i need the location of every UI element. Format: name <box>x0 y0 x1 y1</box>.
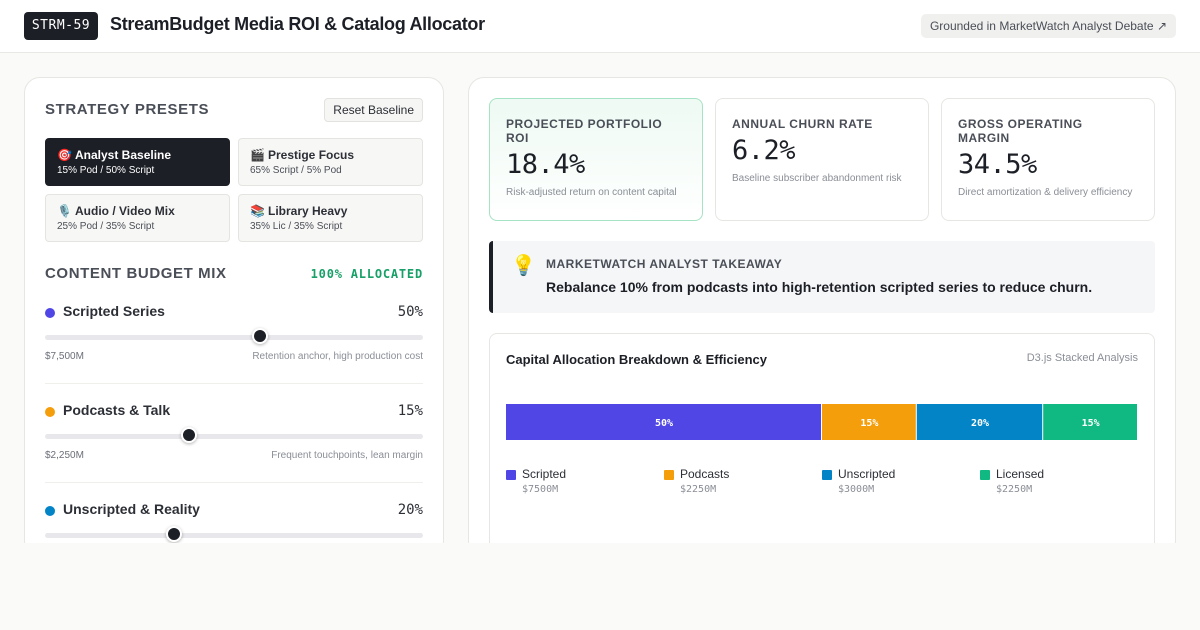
microphone-icon: 🎙️ <box>57 204 72 218</box>
legend-label: Podcasts <box>680 467 730 481</box>
bar-segment-scripted[interactable] <box>506 404 821 440</box>
allocation-chart-card: Capital Allocation Breakdown & Efficienc… <box>489 333 1155 556</box>
preset-label: Library Heavy <box>268 204 348 218</box>
slider-note: Retention anchor, high production cost <box>252 351 423 362</box>
budget-slider-row: Scripted Series 50% $7,500M Retention ancho… <box>45 303 423 369</box>
lightbulb-icon: 💡 <box>511 255 536 277</box>
slider-label: Podcasts & Talk <box>63 402 171 418</box>
page-background <box>0 543 1200 630</box>
divider <box>45 482 423 483</box>
analyst-takeaway: 💡 MARKETWATCH ANALYST TAKEAWAY Rebalance… <box>489 241 1155 313</box>
stacked-bar-chart: 50% 15% 20% 15% <box>506 404 1137 440</box>
slider-note: Frequent touchpoints, lean margin <box>271 450 423 461</box>
app-badge: STRM-59 <box>24 12 98 40</box>
divider <box>45 383 423 384</box>
legend-label: Scripted <box>522 467 567 481</box>
slider-percent: 50% <box>397 304 423 320</box>
takeaway-label: MARKETWATCH ANALYST TAKEAWAY <box>546 257 783 271</box>
kpi-card: GROSS OPERATING MARGIN 34.5% Direct amorti… <box>941 98 1155 221</box>
legend-amount: $3000M <box>838 484 875 495</box>
slider-amount: $2,250M <box>45 450 84 461</box>
app-header: STRM-59 StreamBudget Media ROI & Catalog… <box>0 0 1200 53</box>
app-title: StreamBudget Media ROI & Catalog Allocat… <box>110 14 485 34</box>
slider-percent: 15% <box>397 403 423 419</box>
category-dot-icon <box>45 506 55 516</box>
kpi-description: Direct amortization & delivery efficienc… <box>958 187 1133 198</box>
target-icon: 🎯 <box>57 148 72 162</box>
preset-card[interactable]: 🎙️ Audio / Video Mix 25% Pod / 35% Script <box>45 194 230 242</box>
kpi-card: ANNUAL CHURN RATE 6.2% Baseline subscriber… <box>715 98 929 221</box>
slider-label: Unscripted & Reality <box>63 501 200 517</box>
preset-card[interactable]: 🎬 Prestige Focus 65% Script / 5% Pod <box>238 138 423 186</box>
bar-value-label: 50% <box>655 418 673 429</box>
clapperboard-icon: 🎬 <box>250 148 265 162</box>
reset-baseline-button[interactable]: Reset Baseline <box>324 98 423 122</box>
kpi-label: PROJECTED PORTFOLIO ROI <box>506 117 663 145</box>
preset-title: 🎬 Prestige Focus <box>250 148 411 162</box>
slider-thumb[interactable] <box>252 328 268 344</box>
source-link[interactable]: Grounded in MarketWatch Analyst Debate ↗ <box>920 14 1176 38</box>
category-dot-icon <box>45 407 55 417</box>
preset-subtitle: 15% Pod / 50% Script <box>57 165 155 176</box>
preset-label: Audio / Video Mix <box>75 204 175 218</box>
bar-segment-licensed[interactable] <box>1043 404 1137 440</box>
preset-title: 📚 Library Heavy <box>250 204 411 218</box>
preset-label: Analyst Baseline <box>75 148 172 162</box>
slider-track[interactable] <box>45 434 423 439</box>
legend-amount: $2250M <box>680 484 717 495</box>
preset-label: Prestige Focus <box>268 148 355 162</box>
bar-segment-podcasts[interactable] <box>822 404 916 440</box>
bar-value-label: 15% <box>860 418 878 429</box>
preset-title: 🎙️ Audio / Video Mix <box>57 204 218 218</box>
legend-label: Licensed <box>996 467 1045 481</box>
preset-card[interactable]: 🎯 Analyst Baseline 15% Pod / 50% Script <box>45 138 230 186</box>
takeaway-text: Rebalance 10% from podcasts into high-re… <box>546 279 1093 295</box>
slider-percent: 20% <box>397 502 423 518</box>
legend-swatch <box>506 470 516 480</box>
kpi-label: GROSS OPERATING MARGIN <box>958 117 1083 145</box>
slider-thumb[interactable] <box>181 427 197 443</box>
bar-segment-unscripted[interactable] <box>916 404 1043 440</box>
kpi-card: PROJECTED PORTFOLIO ROI 18.4% Risk-adjuste… <box>489 98 703 221</box>
kpi-value: 34.5% <box>958 149 1037 180</box>
legend-swatch <box>664 470 674 480</box>
slider-label: Scripted Series <box>63 303 165 319</box>
allocated-badge: 100% ALLOCATED <box>310 267 423 281</box>
slider-thumb[interactable] <box>166 526 182 542</box>
presets-title: STRATEGY PRESETS <box>45 101 210 118</box>
budget-mix-title: CONTENT BUDGET MIX <box>45 265 227 282</box>
kpi-value: 18.4% <box>506 149 585 180</box>
chart-title: Capital Allocation Breakdown & Efficienc… <box>506 352 768 367</box>
legend-swatch <box>980 470 990 480</box>
bar-value-label: 15% <box>1082 418 1100 429</box>
legend-swatch <box>822 470 832 480</box>
chart-tag: D3.js Stacked Analysis <box>1026 352 1138 364</box>
slider-track[interactable] <box>45 533 423 538</box>
category-dot-icon <box>45 308 55 318</box>
preset-card[interactable]: 📚 Library Heavy 35% Lic / 35% Script <box>238 194 423 242</box>
kpi-description: Risk-adjusted return on content capital <box>506 187 677 198</box>
slider-amount: $7,500M <box>45 351 84 362</box>
preset-title: 🎯 Analyst Baseline <box>57 148 218 162</box>
legend-amount: $7500M <box>522 484 559 495</box>
controls-panel: STRATEGY PRESETS Reset Baseline 🎯 Analyst… <box>24 77 444 557</box>
legend-amount: $2250M <box>996 484 1033 495</box>
budget-slider-row: Podcasts & Talk 15% $2,250M Frequent touchp… <box>45 402 423 468</box>
results-panel: PROJECTED PORTFOLIO ROI 18.4% Risk-adjuste… <box>468 77 1176 557</box>
kpi-description: Baseline subscriber abandonment risk <box>732 173 902 184</box>
kpi-value: 6.2% <box>732 135 796 166</box>
books-icon: 📚 <box>250 204 265 218</box>
slider-track[interactable] <box>45 335 423 340</box>
bar-value-label: 20% <box>971 418 989 429</box>
preset-subtitle: 25% Pod / 35% Script <box>57 221 155 232</box>
budget-slider-row: Unscripted & Reality 20% <box>45 501 423 556</box>
preset-subtitle: 35% Lic / 35% Script <box>250 221 343 232</box>
legend-label: Unscripted <box>838 467 896 481</box>
preset-subtitle: 65% Script / 5% Pod <box>250 165 342 176</box>
kpi-label: ANNUAL CHURN RATE <box>732 117 873 131</box>
